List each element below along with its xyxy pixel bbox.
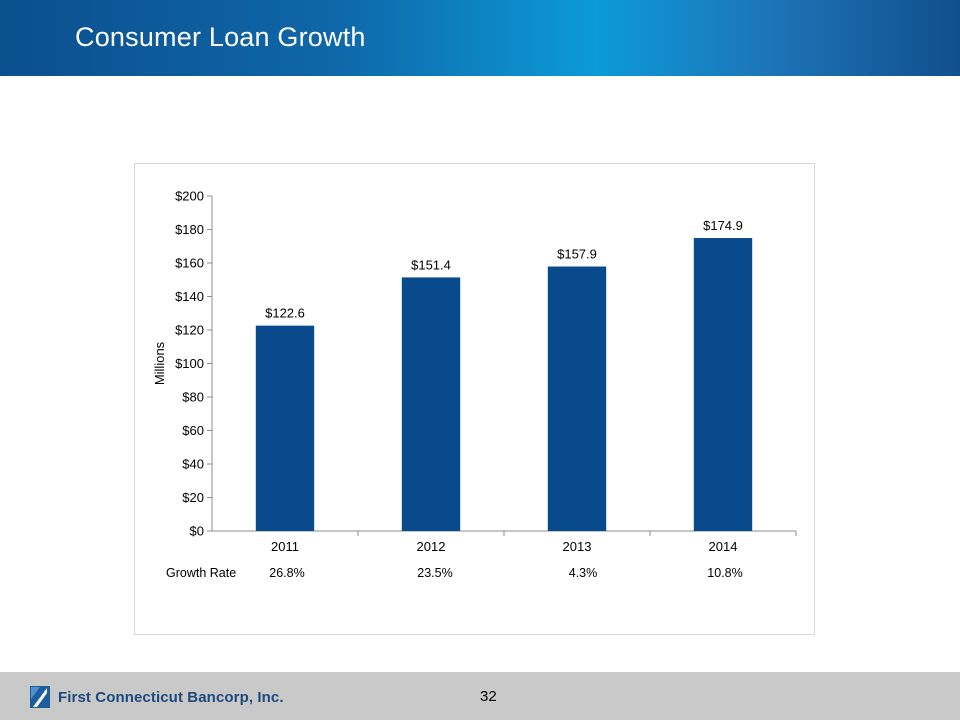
y-axis-title: Millions <box>152 341 167 385</box>
consumer-loan-bar-chart: $0 $20 $40 $60 $80 $100 $120 $140 $160 $180 $200 Mi… <box>152 189 797 580</box>
growth-rate-label: Growth Rate <box>166 566 236 580</box>
x-tick-label: 2011 <box>271 539 299 554</box>
footer-bar <box>0 672 960 720</box>
y-tick-label: $200 <box>175 189 204 204</box>
growth-rate-value: 26.8% <box>269 566 304 580</box>
company-logo-icon <box>30 686 50 708</box>
y-tick-label: $120 <box>175 323 204 338</box>
company-name: First Connecticut Bancorp, Inc. <box>58 689 284 706</box>
bar-2014 <box>693 238 753 531</box>
data-label: $122.6 <box>265 306 305 321</box>
bar-2011 <box>255 325 315 531</box>
growth-rate-value: 10.8% <box>707 566 742 580</box>
y-tick-label: $0 <box>190 524 204 539</box>
data-label: $174.9 <box>703 218 743 233</box>
y-tick-label: $80 <box>182 390 204 405</box>
data-label: $157.9 <box>557 247 597 262</box>
data-label: $151.4 <box>411 257 451 272</box>
growth-rate-value: 4.3% <box>569 566 598 580</box>
bar-2012 <box>401 277 461 531</box>
x-tick-label: 2012 <box>417 539 446 554</box>
page-number: 32 <box>480 688 497 705</box>
y-tick-label: $40 <box>182 457 204 472</box>
y-tick-label: $20 <box>182 490 204 505</box>
slide-title: Consumer Loan Growth <box>75 22 366 52</box>
y-tick-label: $180 <box>175 222 204 237</box>
y-tick-label: $60 <box>182 423 204 438</box>
y-tick-label: $140 <box>175 289 204 304</box>
x-tick-label: 2013 <box>563 539 592 554</box>
y-tick-label: $100 <box>175 356 204 371</box>
growth-rate-value: 23.5% <box>417 566 452 580</box>
y-tick-label: $160 <box>175 256 204 271</box>
x-tick-label: 2014 <box>709 539 738 554</box>
chart-frame: $0 $20 $40 $60 $80 $100 $120 $140 $160 $180 $200 Mi… <box>134 163 815 635</box>
bar-2013 <box>547 266 607 531</box>
slide-header: Consumer Loan Growth <box>0 0 960 76</box>
